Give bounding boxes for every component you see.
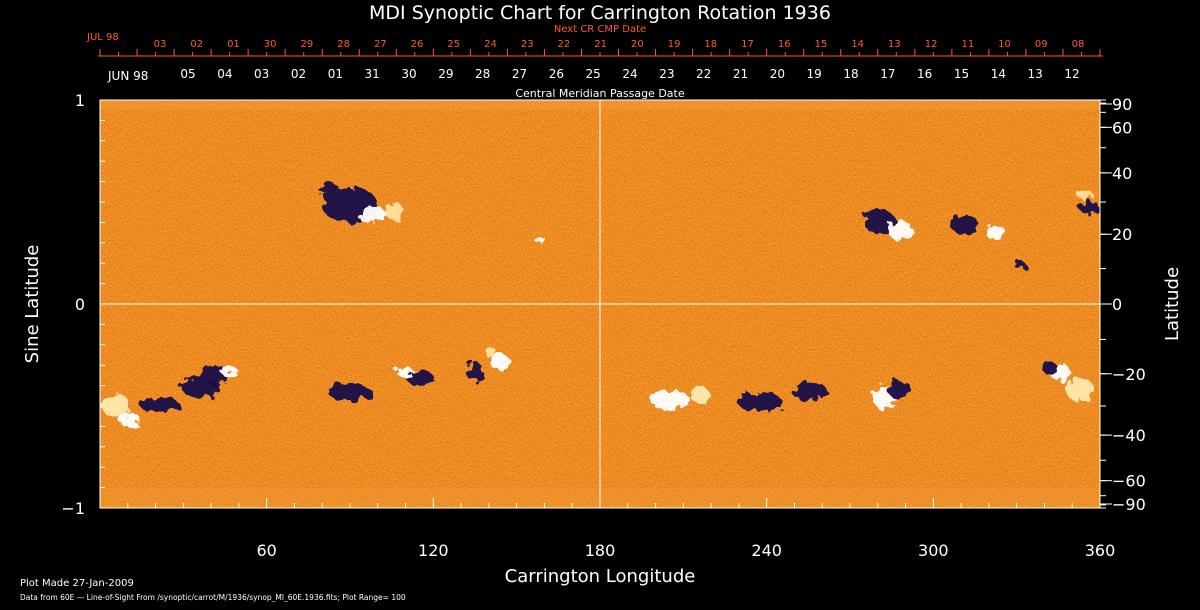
top-inner-date: 23	[659, 67, 674, 81]
top-outer-date: 19	[668, 39, 681, 50]
top-inner-date: 25	[586, 67, 601, 81]
x-axis-label: Carrington Longitude	[505, 566, 696, 587]
top-outer-date: 09	[1035, 39, 1048, 50]
x-axis: 60 120 180 240 300 360	[99, 498, 1116, 560]
top-outer-date: 26	[411, 39, 424, 50]
top-inner-date: 12	[1064, 67, 1079, 81]
top-inner-date: 22	[696, 67, 711, 81]
top-outer-date: 08	[1072, 39, 1085, 50]
x-tick-label: 120	[418, 541, 449, 560]
y-tick-label-left: 1	[75, 91, 85, 110]
y-tick-label-right: −40	[1112, 426, 1146, 445]
top-inner-date: 03	[254, 67, 269, 81]
top-axis-outer-month: JUL 98	[86, 32, 119, 43]
footer-plot-made: Plot Made 27-Jan-2009	[20, 578, 134, 589]
top-inner-date: 27	[512, 67, 527, 81]
x-tick-label: 240	[751, 541, 782, 560]
top-inner-date: 21	[733, 67, 748, 81]
x-tick-label: 180	[585, 541, 616, 560]
y-tick-label-right: −60	[1112, 472, 1146, 491]
top-axis-inner-title: Central Meridian Passage Date	[515, 87, 684, 100]
top-inner-date: 17	[880, 67, 895, 81]
footer-data-source: Data from 60E — Line-of-Sight From /syno…	[20, 593, 406, 602]
top-inner-date: 19	[807, 67, 822, 81]
top-inner-date: 26	[549, 67, 564, 81]
top-inner-date: 28	[475, 67, 490, 81]
top-inner-date: 16	[917, 67, 932, 81]
top-outer-date: 13	[888, 39, 901, 50]
top-inner-date: 05	[180, 67, 195, 81]
x-tick-label: 300	[918, 541, 949, 560]
top-outer-date: 17	[741, 39, 754, 50]
x-tick-label: 60	[256, 541, 276, 560]
top-inner-date: 04	[217, 67, 232, 81]
y-tick-label-right: 0	[1112, 295, 1122, 314]
chart-title: MDI Synoptic Chart for Carrington Rotati…	[369, 2, 831, 24]
top-inner-date: 24	[622, 67, 637, 81]
x-tick-label: 360	[1085, 541, 1116, 560]
y-axis-label-right: Latitude	[1162, 267, 1183, 341]
top-inner-date: 14	[991, 67, 1006, 81]
top-outer-date: 22	[558, 39, 571, 50]
y-tick-label-right: 40	[1112, 164, 1132, 183]
top-inner-date: 01	[328, 67, 343, 81]
top-outer-date: 12	[925, 39, 938, 50]
y-tick-label-left: 0	[75, 295, 85, 314]
top-outer-date: 24	[484, 39, 497, 50]
top-outer-date: 11	[961, 39, 974, 50]
top-inner-date: 20	[770, 67, 785, 81]
top-outer-date: 02	[190, 39, 203, 50]
top-outer-date: 01	[227, 39, 240, 50]
top-inner-date: 29	[438, 67, 453, 81]
top-outer-date: 27	[374, 39, 387, 50]
top-axis-inner-ticks: 05 04 03 02 01 31 30 29 28 27 26 25 24 23 22 21 20 19 18 17…	[180, 67, 1079, 81]
top-inner-date: 02	[291, 67, 306, 81]
top-inner-date: 13	[1028, 67, 1043, 81]
right-axis: 90 60 40 20 0 −20 −40 −60 −90	[1100, 95, 1146, 514]
top-outer-date: 10	[998, 39, 1011, 50]
y-tick-label-right: 20	[1112, 225, 1132, 244]
top-outer-date: 29	[301, 39, 314, 50]
top-inner-date: 15	[954, 67, 969, 81]
top-outer-date: 16	[778, 39, 791, 50]
top-inner-date: 31	[365, 67, 380, 81]
y-tick-label-left: −1	[61, 499, 85, 518]
top-outer-date: 28	[337, 39, 350, 50]
top-axis-outer-ticks: 03 02 01 30 29 28 27 26 25 24 23 22 21 20 19 18 17 16 15 14…	[99, 39, 1101, 56]
top-axis-inner-month: JUN 98	[107, 69, 148, 83]
y-tick-label-right: −90	[1112, 495, 1146, 514]
y-tick-label-right: −20	[1112, 365, 1146, 384]
top-outer-date: 23	[521, 39, 534, 50]
top-axis-outer-title: Next CR CMP Date	[554, 24, 646, 35]
top-outer-date: 03	[154, 39, 167, 50]
left-axis: 1 0 −1	[61, 91, 110, 518]
top-outer-date: 30	[264, 39, 277, 50]
y-axis-label-left: Sine Latitude	[22, 245, 43, 364]
y-tick-label-right: 90	[1112, 95, 1132, 114]
top-outer-date: 14	[851, 39, 864, 50]
top-outer-date: 20	[631, 39, 644, 50]
top-outer-date: 25	[447, 39, 460, 50]
y-tick-label-right: 60	[1112, 118, 1132, 137]
top-outer-date: 15	[815, 39, 828, 50]
top-outer-date: 18	[704, 39, 717, 50]
top-inner-date: 30	[401, 67, 416, 81]
top-outer-date: 21	[594, 39, 607, 50]
top-inner-date: 18	[843, 67, 858, 81]
